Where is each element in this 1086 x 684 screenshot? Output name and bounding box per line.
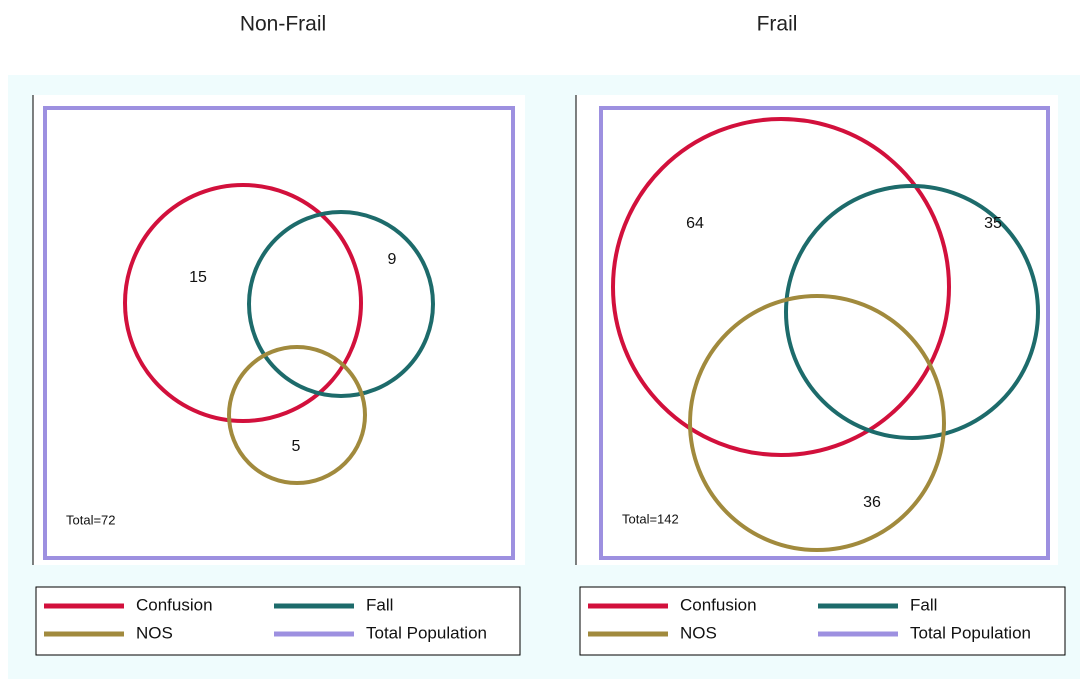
plot-area: [33, 95, 525, 565]
legend-label: Fall: [910, 595, 937, 614]
legend-label: Fall: [366, 595, 393, 614]
legend-box: [35, 586, 521, 656]
universe-rect: [599, 106, 1050, 560]
region-count: 35: [984, 215, 1002, 232]
region-count: 36: [863, 494, 881, 511]
legend-box: [579, 586, 1066, 656]
legend-label: Total Population: [910, 623, 1031, 642]
set-circle: [784, 184, 1040, 440]
legend-label: Confusion: [136, 595, 213, 614]
legend-label: Total Population: [366, 623, 487, 642]
region-count: 9: [388, 251, 397, 268]
legend-label: NOS: [680, 623, 717, 642]
set-circle: [247, 210, 435, 398]
region-count: 5: [292, 438, 301, 455]
universe-rect: [43, 106, 515, 560]
region-count: 64: [686, 215, 704, 232]
total-label: Total=72: [66, 512, 116, 527]
chart-title: Frail: [757, 13, 798, 36]
chart-title: Non-Frail: [240, 13, 326, 36]
set-circle: [227, 345, 367, 485]
region-count: 15: [189, 269, 207, 286]
legend-label: Confusion: [680, 595, 757, 614]
plot-area: [576, 95, 1058, 565]
legend-label: NOS: [136, 623, 173, 642]
set-circle: [123, 183, 363, 423]
set-circle: [611, 117, 951, 457]
set-circle: [688, 294, 946, 552]
total-label: Total=142: [622, 511, 679, 526]
